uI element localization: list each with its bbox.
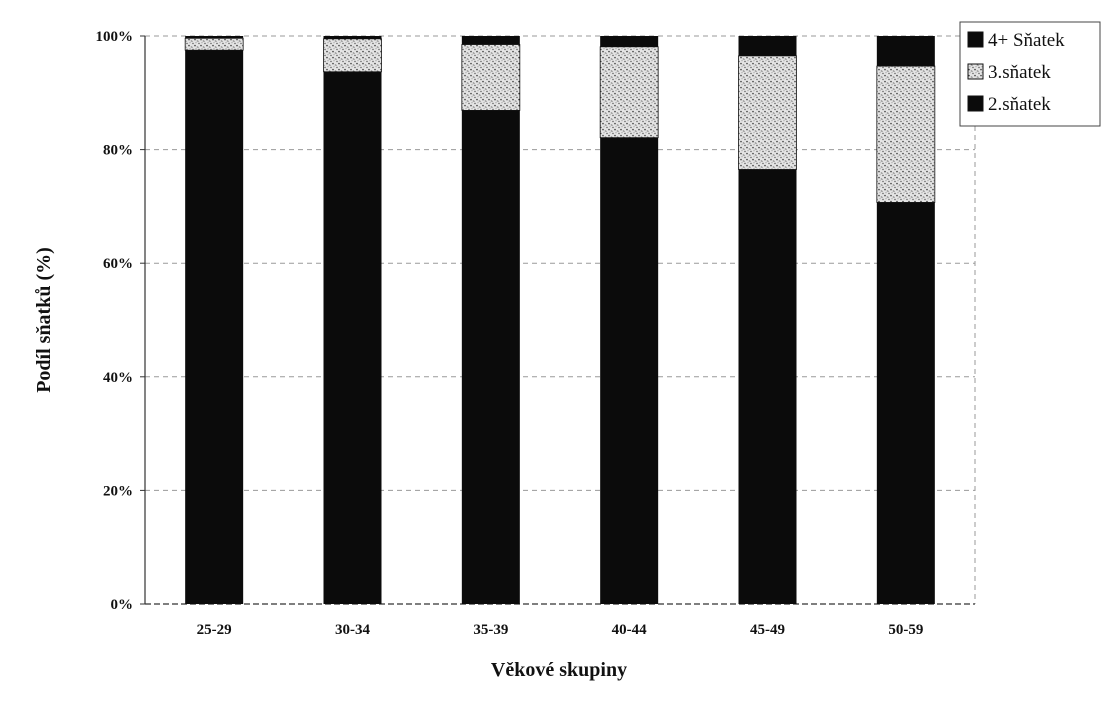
labels: Věkové skupiny Podíl sňatků (%) 0% 20% 40%… xyxy=(33,29,923,681)
bar-segment xyxy=(323,38,382,73)
bar-segment xyxy=(600,137,659,604)
legend-swatch xyxy=(967,95,984,112)
gridlines xyxy=(145,35,976,605)
legend-label: 4+ Sňatek xyxy=(988,30,1065,51)
x-category-label: 40-44 xyxy=(612,622,647,638)
legend: 4+ Sňatek 3.sňatek 2.sňatek xyxy=(959,21,1101,127)
x-category-label: 35-39 xyxy=(473,622,508,638)
y-tick-label: 80% xyxy=(103,143,133,159)
bar-segment xyxy=(185,36,244,39)
bar-segment xyxy=(461,36,520,45)
y-axis-title: Podíl sňatků (%) xyxy=(33,247,55,393)
bar-segment xyxy=(185,50,244,604)
x-axis-title: Věkové skupiny xyxy=(491,659,627,681)
bar-segment xyxy=(738,36,797,56)
bar-segment xyxy=(323,36,382,39)
y-tick-label: 20% xyxy=(103,483,133,499)
bars xyxy=(184,36,936,605)
legend-swatch xyxy=(967,31,984,48)
y-tick-label: 40% xyxy=(103,370,133,386)
bar-segment xyxy=(184,37,244,51)
bar-segment xyxy=(876,65,936,203)
bar-segment xyxy=(461,44,521,111)
x-category-label: 45-49 xyxy=(750,622,785,638)
legend-swatch xyxy=(967,63,984,80)
x-category-label: 50-59 xyxy=(888,622,923,638)
bar-segment xyxy=(461,110,520,605)
bar-segment xyxy=(323,71,382,604)
legend-label: 3.sňatek xyxy=(988,62,1051,83)
bar-segment xyxy=(876,202,935,604)
y-tick-label: 100% xyxy=(96,29,134,45)
bar-segment xyxy=(738,169,797,605)
x-category-label: 25-29 xyxy=(197,622,232,638)
x-category-label: 30-34 xyxy=(335,622,370,638)
bar-segment xyxy=(876,36,935,67)
bar-segment xyxy=(600,36,659,47)
y-tick-label: 0% xyxy=(111,597,134,613)
bar-segment xyxy=(738,55,797,170)
axes xyxy=(140,35,975,605)
bar-segment xyxy=(599,46,659,139)
legend-label: 2.sňatek xyxy=(988,94,1051,115)
y-tick-label: 60% xyxy=(103,256,133,272)
